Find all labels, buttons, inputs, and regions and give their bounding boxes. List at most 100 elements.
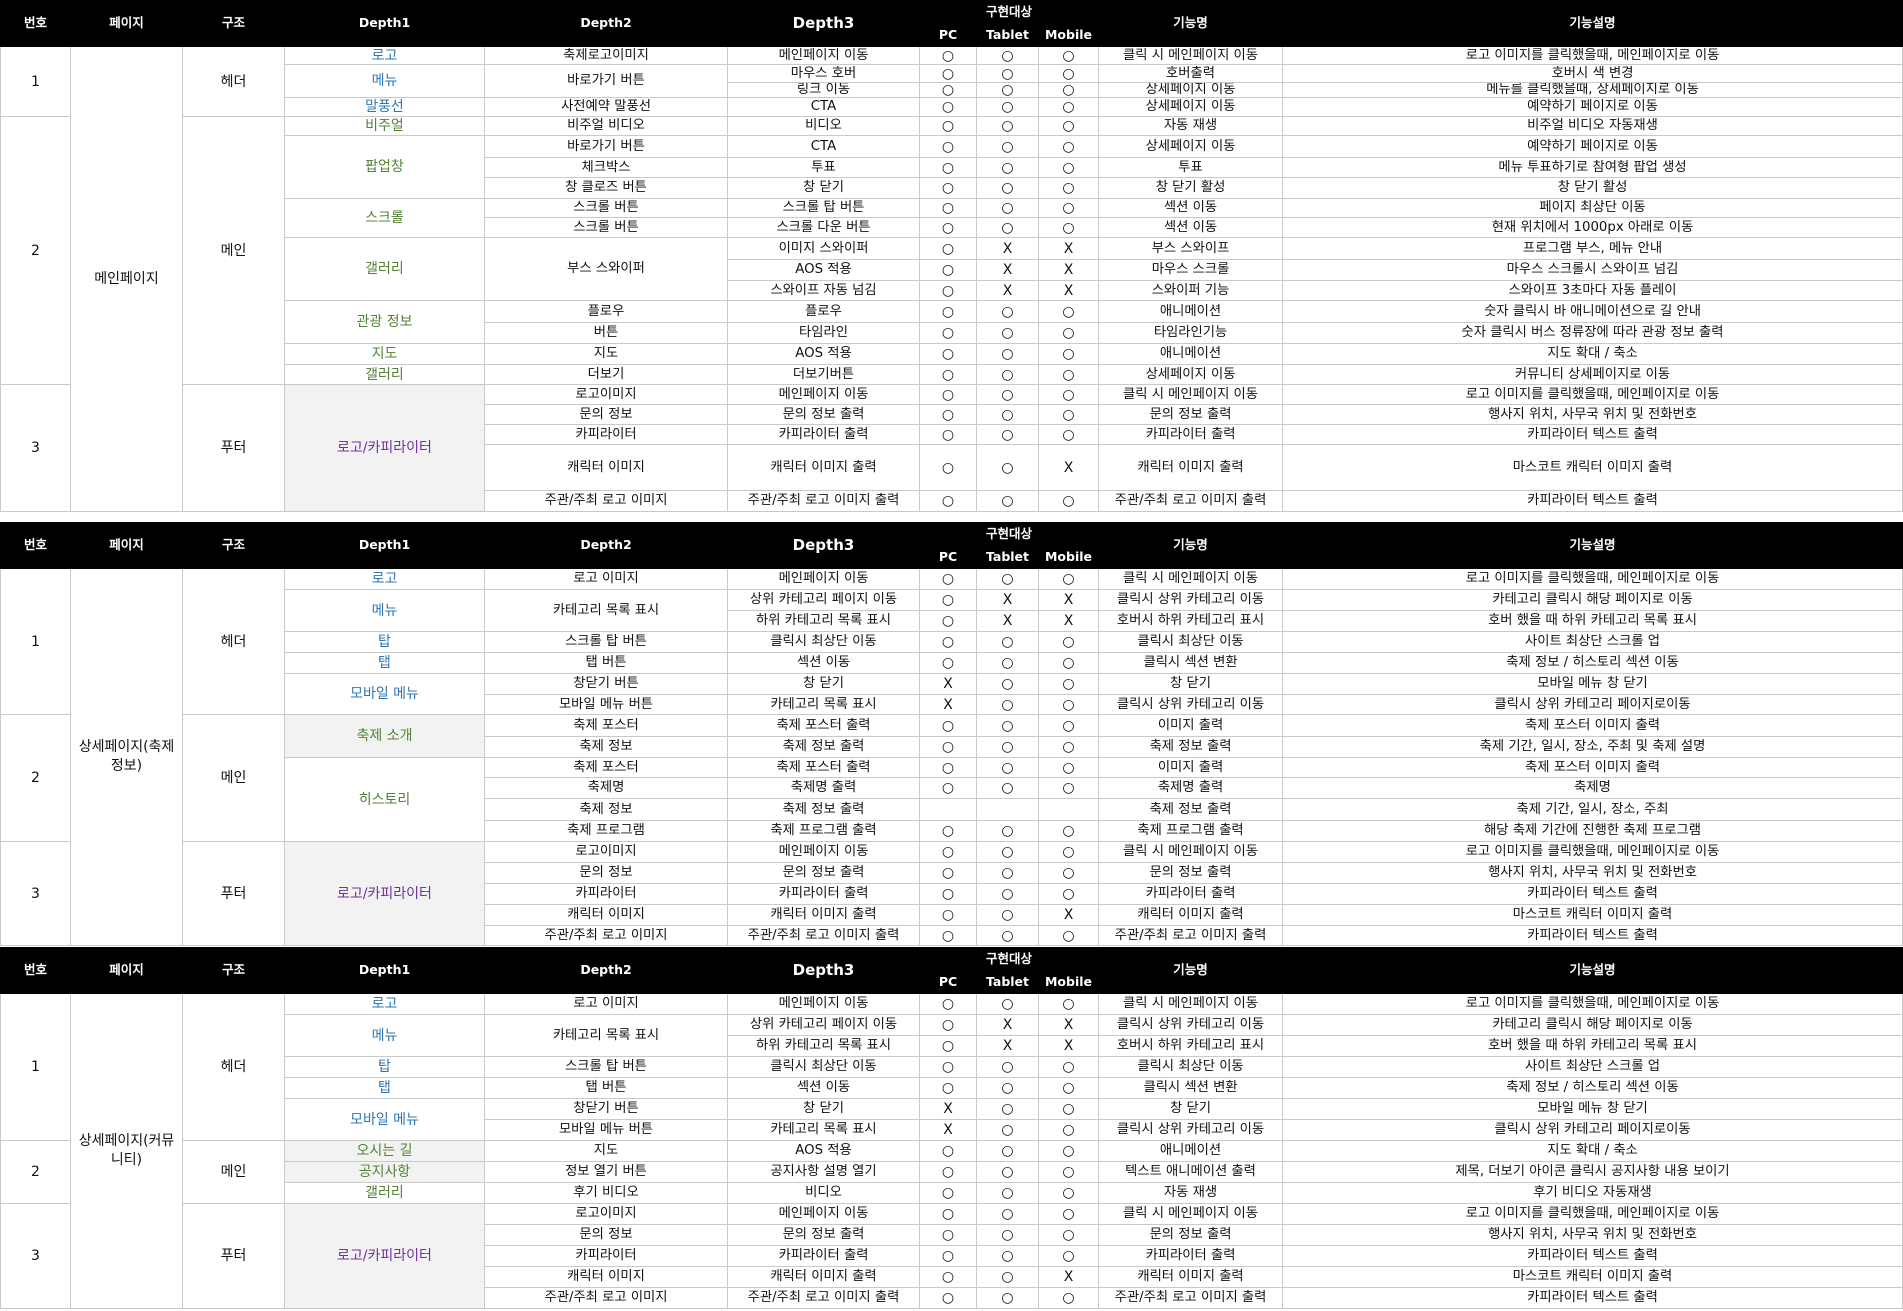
function-name: 클릭시 섹션 변환 <box>1098 652 1284 674</box>
function-description: 모바일 메뉴 창 닫기 <box>1282 673 1903 695</box>
pc-mark: ○ <box>919 652 977 674</box>
table-row: 갤러리 부스 스와이퍼 이미지 스와이퍼 ○ X X 부스 스와이프 프로그램 부스, 메뉴 … <box>1 237 1903 301</box>
depth2-cell: 카피라이터 <box>484 883 728 905</box>
depth2-cell: 축제 포스터 <box>484 757 728 778</box>
depth2-cell: 문의 정보 <box>484 404 728 425</box>
tablet-mark: ○ <box>976 925 1039 946</box>
depth1-label: 로고 <box>284 993 485 1015</box>
table-row: 3 푸터 로고/카피라이터 로고이미지 메인페이지 이동 ○ ○ ○ 클릭 시 메인페이지 이동… <box>0 1203 1903 1309</box>
pc-mark: ○ <box>919 777 977 799</box>
tablet-mark: ○ <box>976 1203 1039 1225</box>
function-description: 행사지 위치, 사무국 위치 및 전화번호 <box>1282 862 1903 884</box>
depth2-cell: 주관/주최 로고 이미지 <box>484 925 728 946</box>
depth3-cell: 이미지 스와이퍼 <box>727 237 920 260</box>
header-function: 기능명 <box>1098 0 1284 47</box>
depth2-cell: 바로가기 버튼 <box>484 64 728 98</box>
depth2-cell: 창닫기 버튼 <box>484 673 728 695</box>
depth2-cell: 창닫기 버튼 <box>484 1098 728 1120</box>
pc-mark: ○ <box>919 568 977 590</box>
pc-mark: ○ <box>919 343 977 365</box>
depth3-cell: 축제 포스터 출력 <box>727 757 920 778</box>
table-row: 캐릭터 이미지 캐릭터 이미지 출력 ○ ○ X 캐릭터 이미지 출력 마스코트 캐릭터 이… <box>1 904 1903 926</box>
function-name: 스와이퍼 기능 <box>1098 280 1284 301</box>
pc-mark: ○ <box>919 46 977 65</box>
depth1-label: 탭 <box>284 1077 485 1099</box>
function-description: 모바일 메뉴 창 닫기 <box>1282 1098 1903 1120</box>
function-name: 호버시 하위 카테고리 표시 <box>1098 610 1284 632</box>
depth2-cell: 후기 비디오 <box>484 1182 728 1204</box>
header-depth3: Depth3 <box>727 522 920 569</box>
function-name: 클릭시 최상단 이동 <box>1098 1056 1284 1078</box>
depth2-cell: 창 클로즈 버튼 <box>484 177 728 199</box>
header-tablet: Tablet <box>976 970 1039 994</box>
tablet-mark: ○ <box>976 116 1039 136</box>
depth3-cell: 메인페이지 이동 <box>727 1203 920 1225</box>
function-description: 페이지 최상단 이동 <box>1282 198 1903 218</box>
table-row: 축제 프로그램 축제 프로그램 출력 ○ ○ ○ 축제 프로그램 출력 해당 축제 기간에 … <box>1 820 1903 842</box>
depth2-cell: 로고 이미지 <box>484 568 728 590</box>
tablet-mark: X <box>976 1035 1039 1057</box>
mobile-mark: ○ <box>1037 652 1100 674</box>
header-description: 기능설명 <box>1282 0 1903 47</box>
mobile-mark: X <box>1037 237 1100 260</box>
tablet-mark: ○ <box>976 97 1039 117</box>
function-name: 상세페이지 이동 <box>1098 135 1284 158</box>
mobile-mark: ○ <box>1037 673 1100 695</box>
depth1-label: 비주얼 <box>284 116 485 136</box>
depth2-cell: 캐릭터 이미지 <box>484 444 728 491</box>
pc-mark: ○ <box>919 883 977 905</box>
header-description: 기능설명 <box>1282 522 1903 569</box>
mobile-mark: ○ <box>1037 217 1100 238</box>
pc-mark: ○ <box>919 993 977 1015</box>
depth3-cell: 메인페이지 이동 <box>727 841 920 863</box>
structure: 헤더 <box>182 568 285 715</box>
function-name: 클릭시 상위 카테고리 이동 <box>1098 1014 1284 1036</box>
depth2-cell: 더보기 <box>484 364 728 385</box>
table-row: 관광 정보 플로우 플로우 ○ ○ ○ 애니메이션 숫자 클릭시 바 애니메이션으로 길 안내 <box>1 300 1903 344</box>
page-name: 상세페이지(커뮤니티) <box>70 993 183 1309</box>
row-number: 2 <box>0 116 71 385</box>
depth3-cell: 메인페이지 이동 <box>727 568 920 590</box>
table-row: 카피라이터 카피라이터 출력 ○ ○ ○ 카피라이터 출력 카피라이터 텍스트 출력 <box>1 1245 1903 1267</box>
table-row: 탑 스크롤 탑 버튼 클릭시 최상단 이동 ○ ○ ○ 클릭시 최상단 이동 사이트 최상단 … <box>1 631 1903 653</box>
pc-mark: ○ <box>919 904 977 926</box>
function-description: 사이트 최상단 스크롤 업 <box>1282 631 1903 653</box>
depth3-cell: 문의 정보 출력 <box>727 862 920 884</box>
pc-mark: ○ <box>919 1014 977 1036</box>
depth1-label: 탑 <box>284 631 485 653</box>
pc-mark <box>919 798 977 821</box>
mobile-mark: ○ <box>1037 1245 1100 1267</box>
function-name: 클릭 시 메인페이지 이동 <box>1098 1203 1284 1225</box>
depth3-cell: 축제명 출력 <box>727 777 920 799</box>
pc-mark: ○ <box>919 820 977 842</box>
function-description: 축제 기간, 일시, 장소, 주최 <box>1282 798 1903 821</box>
function-description: 축제 포스터 이미지 출력 <box>1282 714 1903 737</box>
table-row: 말풍선 사전예약 말풍선 CTA ○ ○ ○ 상세페이지 이동 예약하기 페이지로 이동 <box>1 97 1903 117</box>
depth1-label: 로고/카피라이터 <box>284 384 485 512</box>
depth3-cell: 문의 정보 출력 <box>727 1224 920 1246</box>
tablet-mark: ○ <box>976 777 1039 799</box>
tablet-mark: ○ <box>976 300 1039 323</box>
table-row: 축제명 축제명 출력 ○ ○ ○ 축제명 출력 축제명 <box>1 777 1903 799</box>
function-description: 카피라이터 텍스트 출력 <box>1282 1245 1903 1267</box>
function-name: 클릭시 최상단 이동 <box>1098 631 1284 653</box>
header-row: 번호 페이지 구조 Depth1 Depth2 Depth3 구현대상 기능명 기능설명 <box>0 0 1903 47</box>
depth1-label: 탭 <box>284 652 485 674</box>
table-row: 모바일 메뉴 버튼 카테고리 목록 표시 X ○ ○ 클릭시 상위 카테고리 이동 클릭시 … <box>1 694 1903 715</box>
tablet-mark: ○ <box>976 490 1039 512</box>
depth3-cell: AOS 적용 <box>727 1140 920 1162</box>
depth2-cell: 부스 스와이퍼 <box>484 237 728 301</box>
pc-mark: ○ <box>919 135 977 158</box>
function-description: 프로그램 부스, 메뉴 안내 <box>1282 237 1903 260</box>
pc-mark: ○ <box>919 1287 977 1309</box>
tablet-mark: X <box>976 259 1039 281</box>
function-description: 카피라이터 텍스트 출력 <box>1282 490 1903 512</box>
depth2-cell: 카피라이터 <box>484 424 728 445</box>
function-name: 문의 정보 출력 <box>1098 404 1284 425</box>
pc-mark: ○ <box>919 841 977 863</box>
table-row: 문의 정보 문의 정보 출력 ○ ○ ○ 문의 정보 출력 행사지 위치, 사무국 위치 및… <box>1 862 1903 884</box>
depth3-cell: 카피라이터 출력 <box>727 1245 920 1267</box>
function-description: 예약하기 페이지로 이동 <box>1282 135 1903 158</box>
mobile-mark: ○ <box>1037 1287 1100 1309</box>
mobile-mark: ○ <box>1037 384 1100 405</box>
